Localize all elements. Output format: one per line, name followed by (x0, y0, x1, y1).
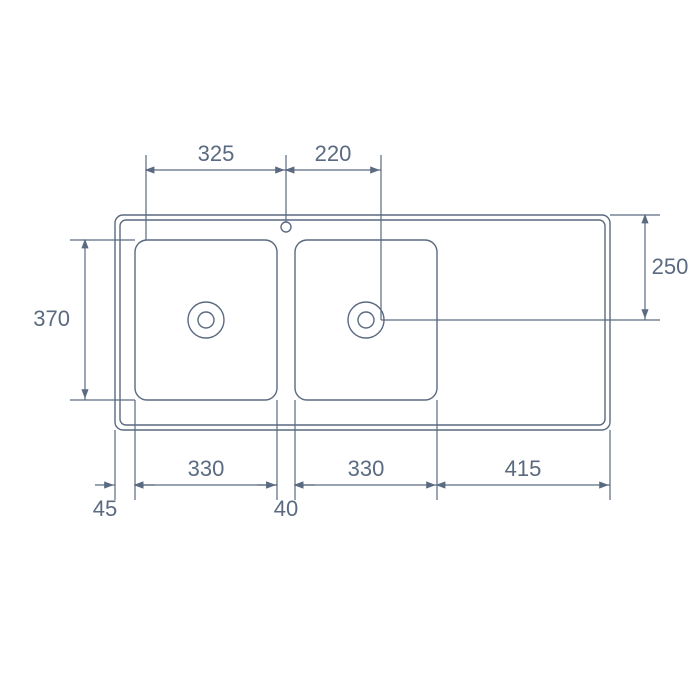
tap-hole (281, 222, 291, 232)
dim-45: 45 (93, 496, 117, 521)
bowl-left (135, 240, 277, 400)
dim-330b: 330 (348, 456, 385, 481)
dim-330a: 330 (188, 456, 225, 481)
drain-right-inner (358, 312, 374, 328)
drain-left-inner (198, 312, 214, 328)
outer-rim (115, 215, 610, 430)
dim-220: 220 (315, 141, 352, 166)
dim-250: 250 (652, 254, 689, 279)
sink-technical-drawing: 325 220 250 370 45 330 40 330 415 (0, 0, 700, 700)
dim-325: 325 (198, 141, 235, 166)
drain-left-outer (188, 302, 224, 338)
drain-right-outer (348, 302, 384, 338)
dim-370: 370 (33, 306, 70, 331)
dim-40: 40 (274, 496, 298, 521)
dim-415: 415 (505, 456, 542, 481)
inner-rim (120, 220, 605, 425)
